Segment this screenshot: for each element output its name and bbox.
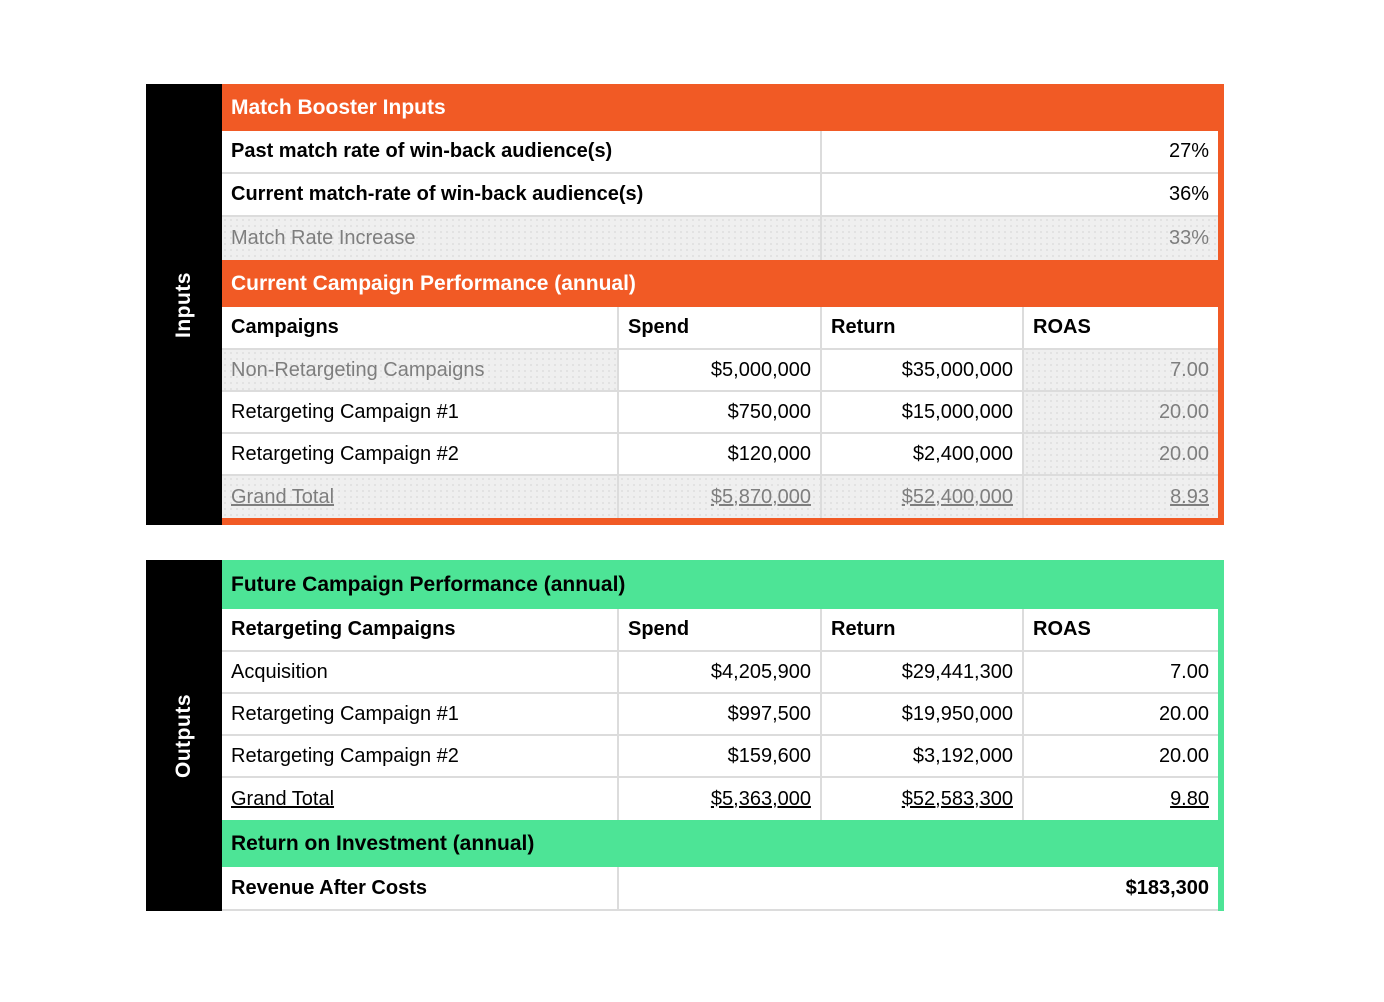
return-cell[interactable]: $52,583,300 [820, 778, 1022, 820]
return-cell[interactable]: $3,192,000 [820, 736, 1022, 776]
return-cell[interactable]: $52,400,000 [820, 476, 1022, 518]
table-row: Non-Retargeting Campaigns $5,000,000 $35… [222, 350, 1218, 392]
roas-cell[interactable]: 8.93 [1022, 476, 1218, 518]
table-row: Past match rate of win-back audience(s) … [222, 131, 1218, 174]
match-rate-increase-value[interactable]: 33% [820, 217, 1218, 260]
inputs-rail: Inputs [146, 84, 222, 525]
outputs-rail: Outputs [146, 560, 222, 911]
past-match-rate-value[interactable]: 27% [820, 131, 1218, 172]
future-performance-header: Future Campaign Performance (annual) [222, 560, 1218, 609]
column-header-return: Return [820, 307, 1022, 348]
column-header-retargeting-campaigns: Retargeting Campaigns [231, 618, 456, 640]
campaign-name-cell: Non-Retargeting Campaigns [222, 350, 617, 390]
spend-cell[interactable]: $4,205,900 [617, 652, 820, 692]
spend-cell[interactable]: $120,000 [617, 434, 820, 474]
current-match-rate-label: Current match-rate of win-back audience(… [231, 183, 644, 205]
table-row: Retargeting Campaign #1 $750,000 $15,000… [222, 392, 1218, 434]
column-header-campaigns: Campaigns [231, 316, 339, 338]
campaign-name-cell: Retargeting Campaign #2 [231, 442, 459, 465]
inputs-section: Inputs Match Booster Inputs Past match r… [146, 84, 1224, 525]
revenue-after-costs-value[interactable]: $183,300 [617, 867, 1218, 909]
roas-cell[interactable]: 20.00 [1022, 392, 1218, 432]
table-row: Match Rate Increase 33% [222, 217, 1218, 260]
match-booster-header: Match Booster Inputs [222, 84, 1218, 131]
campaign-name-cell: Retargeting Campaign #2 [231, 744, 459, 767]
campaign-name-cell: Retargeting Campaign #1 [231, 702, 459, 725]
past-match-rate-label: Past match rate of win-back audience(s) [231, 140, 613, 162]
return-cell[interactable]: $15,000,000 [820, 392, 1022, 432]
grand-total-label: Grand Total [222, 476, 617, 518]
table-row: Retargeting Campaign #2 $120,000 $2,400,… [222, 434, 1218, 476]
column-header-spend: Spend [617, 609, 820, 650]
column-header-return: Return [820, 609, 1022, 650]
table-row: Retargeting Campaign #1 $997,500 $19,950… [222, 694, 1218, 736]
return-cell[interactable]: $2,400,000 [820, 434, 1022, 474]
roas-cell[interactable]: 20.00 [1022, 736, 1218, 776]
grand-total-row: Grand Total $5,870,000 $52,400,000 8.93 [222, 476, 1218, 518]
spend-cell[interactable]: $5,363,000 [617, 778, 820, 820]
campaign-name-cell: Retargeting Campaign #1 [231, 400, 459, 423]
match-rate-increase-label: Match Rate Increase [222, 217, 820, 260]
current-match-rate-value[interactable]: 36% [820, 174, 1218, 215]
roas-cell[interactable]: 7.00 [1022, 350, 1218, 390]
roas-cell[interactable]: 20.00 [1022, 694, 1218, 734]
table-header-row: Retargeting Campaigns Spend Return ROAS [222, 609, 1218, 652]
roas-cell[interactable]: 20.00 [1022, 434, 1218, 474]
outputs-section: Outputs Future Campaign Performance (ann… [146, 560, 1224, 911]
roi-header: Return on Investment (annual) [222, 820, 1218, 867]
table-row: Retargeting Campaign #2 $159,600 $3,192,… [222, 736, 1218, 778]
campaign-name-cell: Acquisition [231, 660, 328, 683]
revenue-after-costs-label: Revenue After Costs [231, 876, 427, 899]
table-row: Current match-rate of win-back audience(… [222, 174, 1218, 217]
grand-total-label: Grand Total [231, 787, 335, 810]
inputs-sheet: Match Booster Inputs Past match rate of … [222, 84, 1224, 525]
column-header-roas: ROAS [1022, 307, 1218, 348]
table-header-row: Campaigns Spend Return ROAS [222, 307, 1218, 350]
spend-cell[interactable]: $159,600 [617, 736, 820, 776]
return-cell[interactable]: $35,000,000 [820, 350, 1022, 390]
spend-cell[interactable]: $5,870,000 [617, 476, 820, 518]
inputs-rail-label: Inputs [172, 271, 195, 338]
return-cell[interactable]: $19,950,000 [820, 694, 1022, 734]
roas-cell[interactable]: 9.80 [1022, 778, 1218, 820]
spend-cell[interactable]: $997,500 [617, 694, 820, 734]
outputs-sheet: Future Campaign Performance (annual) Ret… [222, 560, 1224, 911]
column-header-roas: ROAS [1022, 609, 1218, 650]
column-header-spend: Spend [617, 307, 820, 348]
return-cell[interactable]: $29,441,300 [820, 652, 1022, 692]
outputs-rail-label: Outputs [172, 693, 195, 778]
roas-cell[interactable]: 7.00 [1022, 652, 1218, 692]
spend-cell[interactable]: $750,000 [617, 392, 820, 432]
current-performance-header: Current Campaign Performance (annual) [222, 260, 1218, 307]
grand-total-row: Grand Total $5,363,000 $52,583,300 9.80 [222, 778, 1218, 820]
spend-cell[interactable]: $5,000,000 [617, 350, 820, 390]
revenue-after-costs-row: Revenue After Costs $183,300 [222, 867, 1218, 911]
table-row: Acquisition $4,205,900 $29,441,300 7.00 [222, 652, 1218, 694]
